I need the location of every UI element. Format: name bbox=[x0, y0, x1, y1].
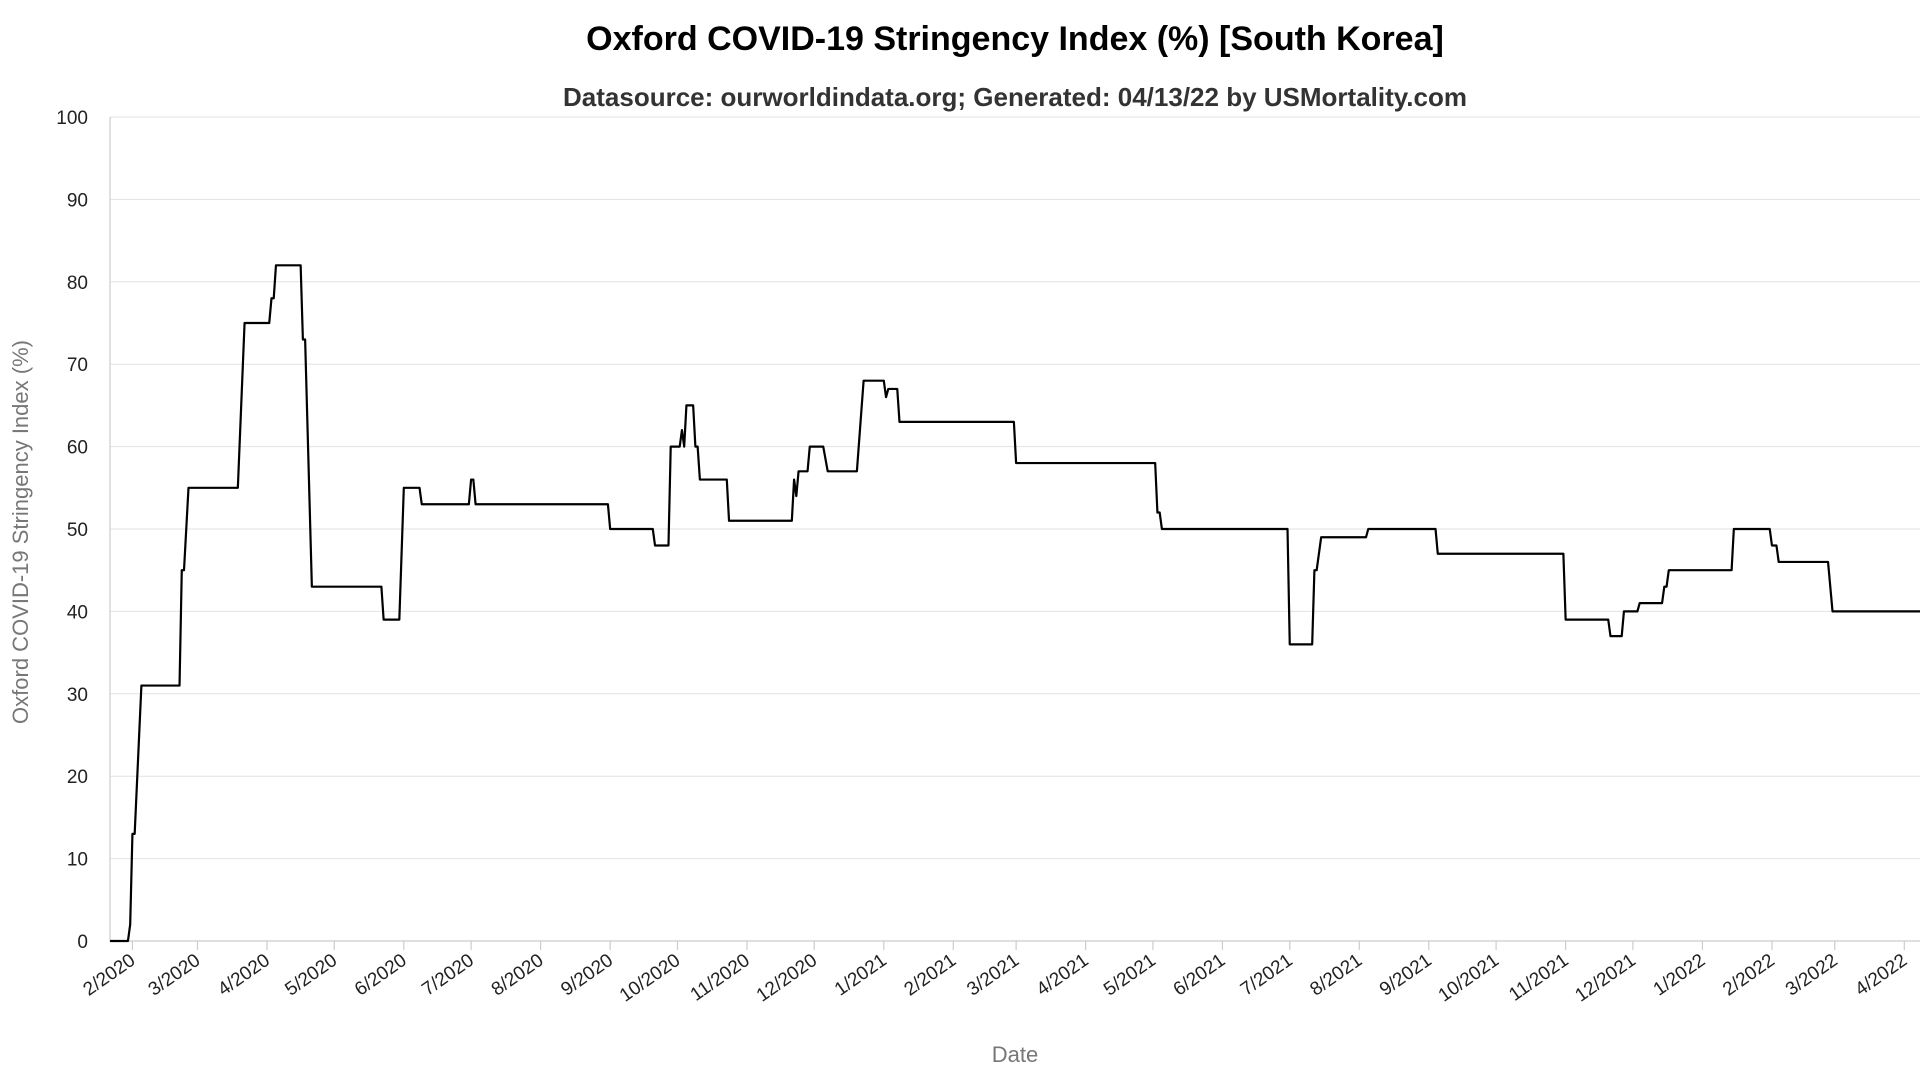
x-tick-label: 2/2020 bbox=[80, 950, 140, 1001]
y-tick-label: 100 bbox=[56, 108, 88, 129]
x-tick-label: 8/2020 bbox=[488, 950, 548, 1001]
y-tick-label: 30 bbox=[67, 685, 88, 706]
series-line bbox=[110, 264, 1920, 943]
y-tick-label: 60 bbox=[67, 438, 88, 459]
x-tick-label: 2/2021 bbox=[901, 950, 961, 1001]
x-tick-label: 10/2021 bbox=[1435, 950, 1503, 1007]
x-tick-label: 2/2022 bbox=[1719, 950, 1779, 1001]
y-tick-label: 10 bbox=[67, 850, 88, 871]
axes-layer bbox=[109, 117, 1920, 942]
x-tick-label: 11/2021 bbox=[1505, 950, 1572, 1006]
y-tick-label: 50 bbox=[67, 520, 88, 541]
y-tick-label: 80 bbox=[67, 273, 88, 294]
x-tick-label: 12/2020 bbox=[753, 950, 821, 1007]
x-tick-label: 5/2021 bbox=[1100, 950, 1160, 1001]
x-tick-label: 10/2020 bbox=[616, 950, 684, 1007]
x-tick-label: 1/2022 bbox=[1650, 950, 1710, 1001]
x-tick-label: 4/2020 bbox=[214, 950, 274, 1001]
x-tick-label: 12/2021 bbox=[1571, 950, 1639, 1007]
x-axis-title: Date bbox=[992, 1042, 1038, 1067]
y-tick-label: 70 bbox=[67, 355, 88, 376]
x-tick-label: 4/2021 bbox=[1033, 950, 1093, 1001]
x-tick-label: 9/2021 bbox=[1376, 950, 1436, 1001]
x-tick-label: 3/2022 bbox=[1782, 950, 1842, 1001]
x-tick-label: 6/2021 bbox=[1170, 950, 1230, 1001]
chart-subtitle: Datasource: ourworldindata.org; Generate… bbox=[563, 82, 1467, 112]
x-tick-label: 1/2021 bbox=[831, 950, 891, 1001]
x-tick-label: 9/2020 bbox=[557, 950, 617, 1001]
x-tick-label: 3/2021 bbox=[963, 950, 1023, 1001]
y-tick-label: 40 bbox=[67, 602, 88, 623]
x-tick-label: 7/2020 bbox=[418, 950, 478, 1001]
x-tick-label: 8/2021 bbox=[1306, 950, 1366, 1001]
x-tick-label: 11/2020 bbox=[687, 950, 754, 1006]
chart-title: Oxford COVID-19 Stringency Index (%) [So… bbox=[586, 20, 1444, 58]
grid-layer bbox=[110, 116, 1920, 942]
series-layer bbox=[110, 264, 1920, 943]
y-tick-label: 20 bbox=[67, 767, 88, 788]
x-tick-label: 7/2021 bbox=[1237, 950, 1297, 1001]
x-tick-label: 3/2020 bbox=[145, 950, 205, 1001]
x-tick-label: 4/2022 bbox=[1852, 950, 1912, 1001]
y-tick-label: 0 bbox=[77, 932, 88, 953]
y-tick-label: 90 bbox=[67, 190, 88, 211]
ticks-layer: 0 10 20 30 40 50 60 70 80 90 100 2/2020 3/2020 4/2020… bbox=[56, 108, 1911, 1006]
y-axis-title: Oxford COVID-19 Stringency Index (%) bbox=[8, 340, 33, 724]
x-tick-label: 6/2020 bbox=[351, 950, 411, 1001]
x-tick-label: 5/2020 bbox=[281, 950, 341, 1001]
